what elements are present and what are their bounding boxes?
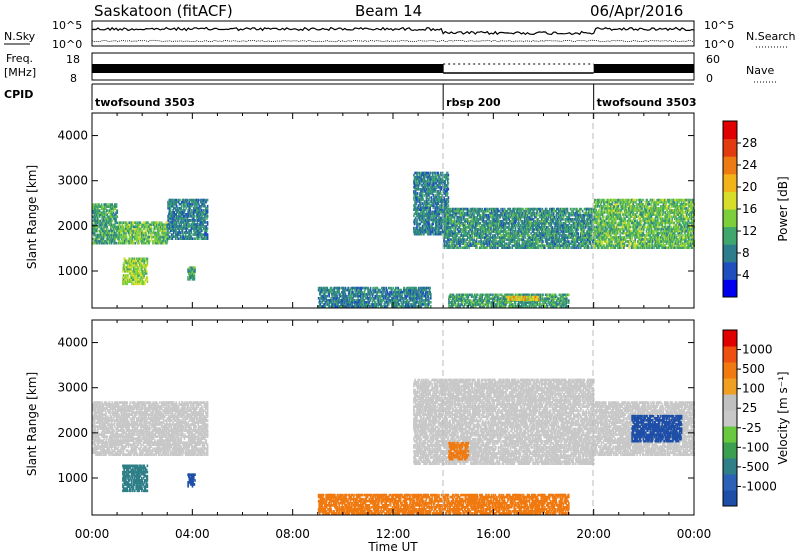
nave-tick-bottom: 0 <box>706 72 713 85</box>
freq-label-line1: Freq. <box>6 52 33 65</box>
scatter-cell-430 <box>116 203 118 206</box>
scatter-cell-438 <box>117 209 119 212</box>
station-title: Saskatoon (fitACF) <box>94 2 233 20</box>
scatter-cell-744 <box>149 240 151 243</box>
nsearch-label: N.Search <box>746 30 796 43</box>
scatter-cell-98 <box>97 230 99 233</box>
freq-panel: Freq. [MHz] 18 8 60 0 Nave <box>4 52 776 85</box>
nsky-trace <box>92 28 694 35</box>
beam-title: Beam 14 <box>355 2 422 20</box>
nsearch-trace <box>92 40 694 41</box>
freq-blocks <box>92 64 694 73</box>
scatter-cell-980 <box>127 274 129 277</box>
scatter-cell-533 <box>126 236 128 239</box>
nsky-tick-top: 10^5 <box>52 19 82 32</box>
nsky-panel: N.Sky 10^5 10^0 10^5 10^0 N.Search <box>4 19 796 51</box>
scatter-cell-423 <box>116 242 118 245</box>
cpid-segment-0: twofsound 3503 <box>95 96 195 109</box>
scatter-cell-742 <box>148 236 150 239</box>
freq-block-0 <box>92 64 443 73</box>
freq-tick-top: 18 <box>66 53 80 66</box>
scatter-cell-732 <box>147 221 149 224</box>
nsky-frame <box>92 21 694 46</box>
cpid-segment-2: twofsound 3503 <box>597 96 697 109</box>
cpid-label: CPID <box>4 88 33 101</box>
cpid-panel: CPID twofsound 3503 rbsp 200 twofsound 350… <box>4 84 697 110</box>
nsky-label: N.Sky <box>4 30 36 43</box>
nsky-tick-bottom: 10^0 <box>52 38 82 51</box>
radar-summary-figure: Saskatoon (fitACF) Beam 14 06/Apr/2016 N… <box>0 0 800 554</box>
freq-block-2 <box>594 64 694 73</box>
nsearch-tick-top: 10^5 <box>704 19 734 32</box>
nsearch-tick-bottom: 10^0 <box>704 38 734 51</box>
nave-label: Nave <box>746 64 774 77</box>
nave-tick-top: 60 <box>706 53 720 66</box>
scatter-cell-761 <box>151 228 153 231</box>
cpid-segments: twofsound 3503 rbsp 200 twofsound 3503 <box>92 84 697 110</box>
scatter-cell-646 <box>138 242 140 245</box>
date-title: 06/Apr/2016 <box>590 2 683 20</box>
scatter-cell-436 <box>117 216 119 219</box>
scatter-cell-435 <box>117 222 119 225</box>
cpid-segment-1: rbsp 200 <box>446 96 501 109</box>
freq-tick-bottom: 8 <box>70 72 77 85</box>
freq-label-line2: [MHz] <box>4 66 36 79</box>
